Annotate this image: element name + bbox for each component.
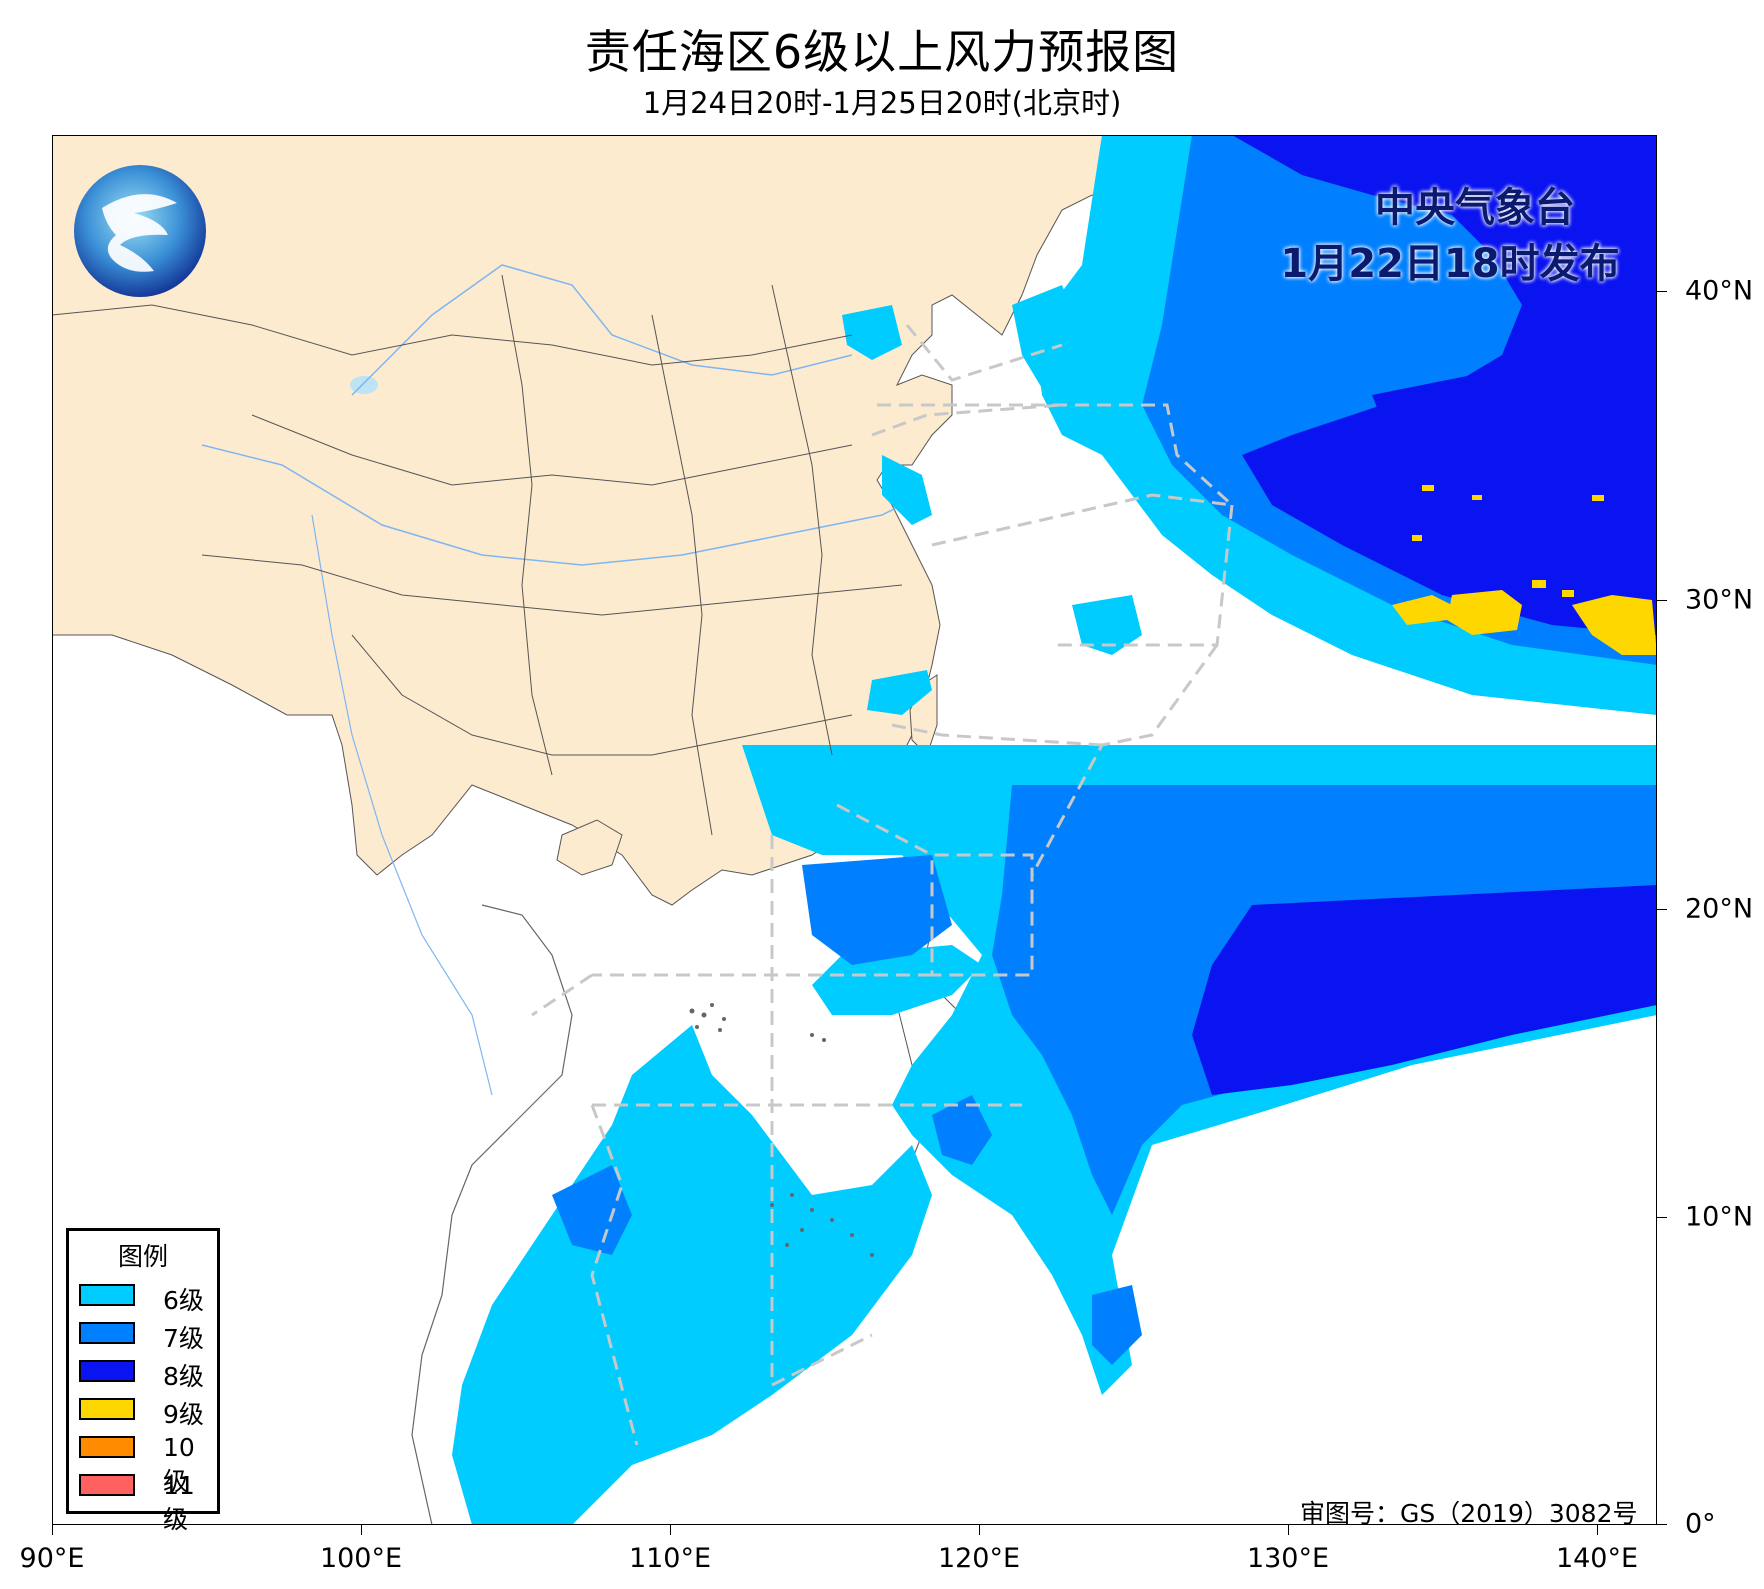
y-tick-label: 10°N bbox=[1685, 1201, 1754, 1233]
map-review-number: 审图号：GS（2019）3082号 bbox=[1300, 1499, 1638, 1528]
x-tick-label: 120°E bbox=[937, 1543, 1021, 1574]
x-tick-mark bbox=[1597, 1525, 1598, 1535]
legend: 图例 6级 7级 8级 9级 10级 11级 bbox=[66, 1228, 220, 1534]
x-tick-mark bbox=[361, 1525, 362, 1535]
hainan-island bbox=[556, 819, 623, 876]
wind-level-9-areas bbox=[1392, 485, 1657, 655]
indochina-coast bbox=[411, 904, 573, 1525]
legend-item-level-7: 7级 bbox=[79, 1319, 219, 1353]
y-tick-label: 40°N bbox=[1685, 275, 1754, 307]
agency-name: 中央气象台 bbox=[1375, 185, 1575, 231]
legend-label: 9级 bbox=[163, 1400, 204, 1429]
legend-item-level-10: 10级 bbox=[79, 1433, 219, 1496]
province-boundaries bbox=[52, 274, 903, 836]
legend-label: 7级 bbox=[163, 1324, 204, 1353]
x-tick-label: 130°E bbox=[1246, 1543, 1330, 1574]
legend-item-level-9: 9级 bbox=[79, 1395, 219, 1429]
y-tick-mark bbox=[1657, 1217, 1667, 1218]
qinghai-lake bbox=[350, 376, 378, 394]
y-tick-label: 30°N bbox=[1685, 584, 1754, 616]
y-tick-mark bbox=[1657, 291, 1667, 292]
map-subtitle: 1月24日20时-1月25日20时(北京时) bbox=[642, 86, 1122, 120]
legend-label: 6级 bbox=[163, 1286, 204, 1315]
x-tick-mark bbox=[52, 1525, 53, 1535]
legend-swatch bbox=[79, 1322, 135, 1344]
legend-swatch bbox=[79, 1398, 135, 1420]
yangtze-river bbox=[201, 444, 923, 566]
legend-label: 8级 bbox=[163, 1362, 204, 1391]
legend-label: 11级 bbox=[163, 1471, 195, 1534]
x-tick-label: 140°E bbox=[1555, 1543, 1639, 1574]
map-title: 责任海区6级以上风力预报图 bbox=[584, 25, 1180, 79]
x-tick-label: 110°E bbox=[628, 1543, 712, 1574]
y-tick-mark bbox=[1657, 909, 1667, 910]
legend-swatch bbox=[79, 1436, 135, 1458]
x-tick-label: 100°E bbox=[319, 1543, 403, 1574]
legend-swatch bbox=[79, 1284, 135, 1306]
x-tick-mark bbox=[670, 1525, 671, 1535]
wind-level-8-areas bbox=[1192, 135, 1657, 1095]
y-tick-label: 0° bbox=[1685, 1508, 1716, 1540]
yellow-river bbox=[351, 264, 853, 396]
x-tick-mark bbox=[979, 1525, 980, 1535]
wind-forecast-map bbox=[52, 135, 1657, 1525]
y-tick-mark bbox=[1657, 600, 1667, 601]
legend-title: 图例 bbox=[117, 1242, 168, 1271]
legend-swatch bbox=[79, 1474, 135, 1496]
legend-label: 10级 bbox=[163, 1433, 195, 1496]
y-tick-mark bbox=[1657, 1524, 1667, 1525]
legend-item-level-11: 11级 bbox=[79, 1471, 219, 1534]
x-tick-label: 90°E bbox=[19, 1543, 85, 1574]
issue-time: 1月22日18时发布 bbox=[1280, 241, 1620, 287]
south-china-sea-islands bbox=[689, 1003, 874, 1257]
cma-logo-icon bbox=[74, 165, 206, 297]
legend-swatch bbox=[79, 1360, 135, 1382]
legend-item-level-6: 6级 bbox=[79, 1281, 219, 1315]
mekong-river bbox=[311, 514, 493, 1096]
sea-area-boundaries bbox=[531, 324, 1234, 1446]
x-tick-mark bbox=[1288, 1525, 1289, 1535]
y-tick-label: 20°N bbox=[1685, 893, 1754, 925]
legend-item-level-8: 8级 bbox=[79, 1357, 219, 1391]
